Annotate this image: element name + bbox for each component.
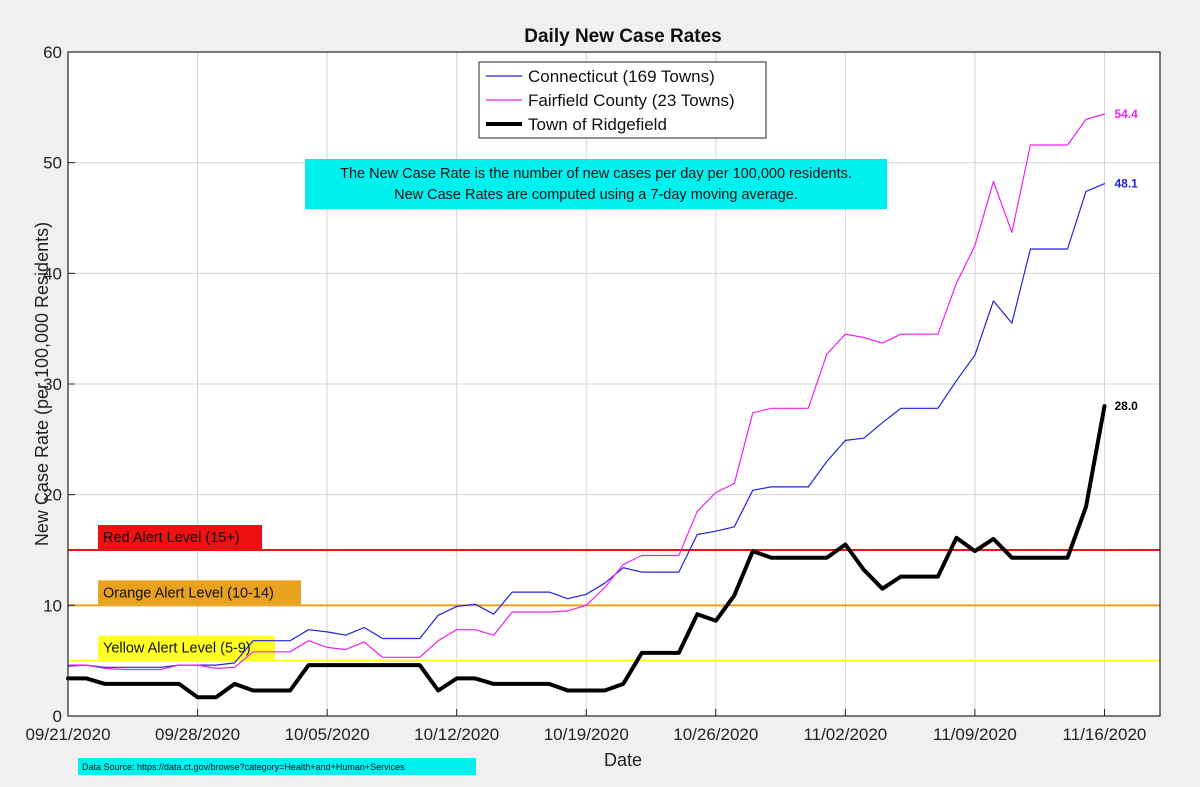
- series-end-label: 54.4: [1114, 107, 1138, 121]
- y-tick-label: 60: [43, 43, 62, 62]
- x-tick-label: 09/21/2020: [25, 725, 110, 744]
- y-tick-label: 20: [43, 486, 62, 505]
- y-axis-label: New Case Rate (per 100,000 Residents): [32, 222, 52, 546]
- info-note-box: [305, 159, 887, 209]
- alert-label-box: [98, 635, 275, 660]
- x-tick-label: 11/09/2020: [933, 725, 1017, 744]
- y-tick-label: 30: [43, 375, 62, 394]
- series-end-label: 48.1: [1114, 177, 1138, 191]
- info-note-line-2: New Case Rates are computed using a 7-da…: [394, 187, 798, 203]
- legend: Connecticut (169 Towns) Fairfield County…: [478, 61, 767, 139]
- legend-box: [478, 61, 767, 139]
- series-line: [66, 404, 1107, 700]
- legend-label-fairfield: Fairfield County (23 Towns): [528, 91, 735, 110]
- x-tick-label: 10/26/2020: [673, 725, 758, 744]
- x-tick-label: 10/12/2020: [414, 725, 499, 744]
- x-tick-label: 11/02/2020: [803, 725, 887, 744]
- chart-title: Daily New Case Rates: [524, 26, 722, 47]
- data-source: Data Source: https://data.ct.gov/browse?…: [78, 758, 476, 775]
- data-source-text: Data Source: https://data.ct.gov/browse?…: [82, 762, 405, 772]
- alert-levels: Red Alert Level (15+) Orange Alert Level …: [68, 525, 1160, 662]
- data-source-box: [78, 758, 476, 775]
- x-tick-label: 11/16/2020: [1063, 725, 1147, 744]
- axis-ticks: 0 10 20 30 40 50 60 09/21/2020 09/28/2020 10/05/2…: [25, 43, 1146, 744]
- info-note-line-1: The New Case Rate is the number of new c…: [340, 166, 852, 182]
- alert-label-box: [98, 580, 301, 605]
- legend-label-ridgefield: Town of Ridgefield: [528, 115, 667, 134]
- x-axis-label: Date: [604, 750, 642, 770]
- info-note: The New Case Rate is the number of new c…: [305, 159, 887, 209]
- legend-label-connecticut: Connecticut (169 Towns): [528, 67, 715, 86]
- series-line: [67, 113, 1106, 671]
- alert-label: Orange Alert Level (10-14): [103, 585, 274, 601]
- y-tick-label: 40: [43, 264, 62, 283]
- alert-label: Red Alert Level (15+): [103, 530, 240, 546]
- alert-label: Yellow Alert Level (5-9): [103, 641, 251, 657]
- x-tick-label: 10/05/2020: [285, 725, 370, 744]
- series-line: [67, 183, 1106, 668]
- series-end-label: 28.0: [1114, 399, 1138, 413]
- y-tick-label: 50: [43, 154, 62, 173]
- x-tick-label: 10/19/2020: [544, 725, 629, 744]
- end-labels: 48.1 54.4 28.0: [1114, 107, 1138, 413]
- series-lines: [66, 113, 1107, 700]
- alert-label-box: [98, 525, 262, 549]
- y-tick-label: 10: [43, 596, 62, 615]
- y-tick-label: 0: [53, 707, 62, 726]
- x-tick-label: 09/28/2020: [155, 725, 240, 744]
